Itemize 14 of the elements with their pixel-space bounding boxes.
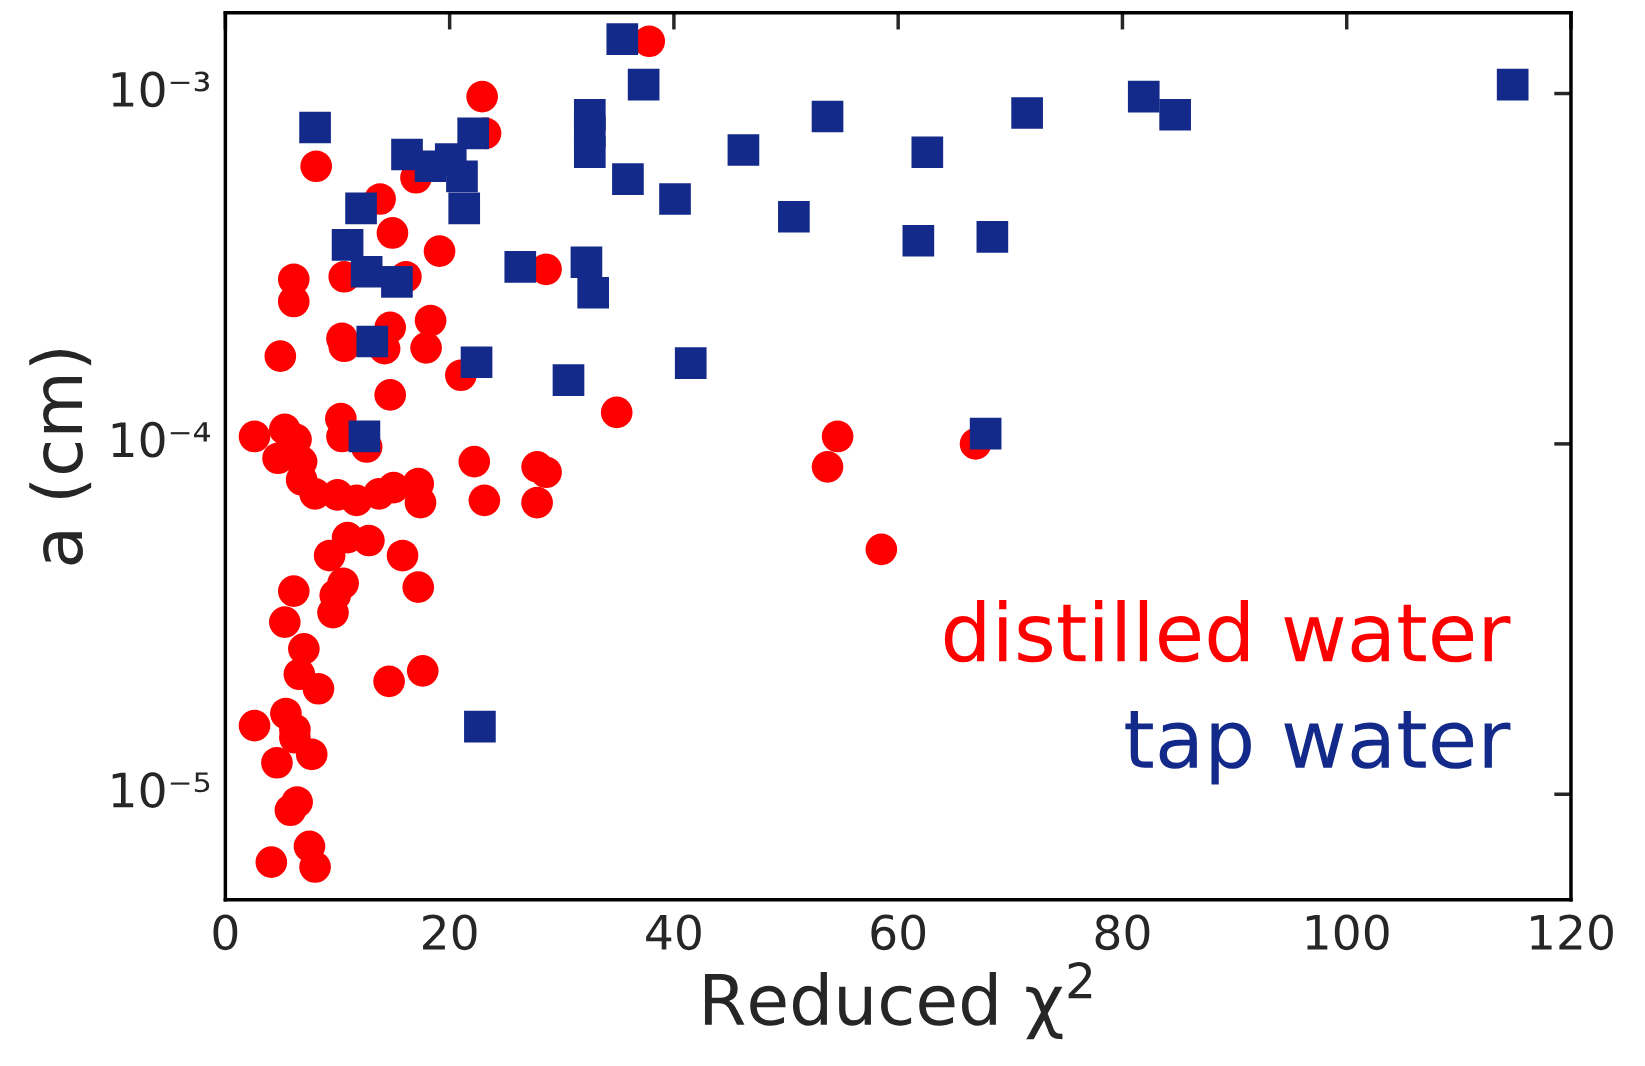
series-label: distilled water xyxy=(944,600,1511,663)
x-tick-label: 40 xyxy=(646,914,701,951)
y-tick-label: 10⁻⁵ xyxy=(112,772,210,808)
x-tick-label: 80 xyxy=(1095,914,1150,951)
y-axis-title: a (cm) xyxy=(29,349,92,565)
x-tick-label: 0 xyxy=(213,914,238,951)
x-tick-label: 120 xyxy=(1531,914,1613,951)
x-tick-label: 100 xyxy=(1306,914,1389,951)
y-tick-label: 10⁻⁴ xyxy=(112,421,210,458)
y-tick-label: 10⁻³ xyxy=(112,71,210,108)
x-tick-label: 20 xyxy=(423,914,477,951)
x-axis-title: Reduced χ$^{2}$ xyxy=(704,962,1092,1040)
x-tick-label: 60 xyxy=(871,914,926,951)
text: tap water xyxy=(1125,711,1511,785)
